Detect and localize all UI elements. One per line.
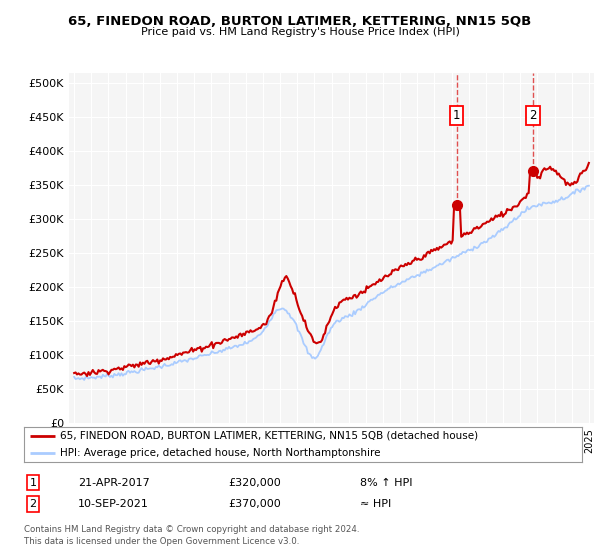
Text: Price paid vs. HM Land Registry's House Price Index (HPI): Price paid vs. HM Land Registry's House … xyxy=(140,27,460,38)
Text: £320,000: £320,000 xyxy=(228,478,281,488)
Text: This data is licensed under the Open Government Licence v3.0.: This data is licensed under the Open Gov… xyxy=(24,537,299,546)
Text: ≈ HPI: ≈ HPI xyxy=(360,499,391,509)
Text: 65, FINEDON ROAD, BURTON LATIMER, KETTERING, NN15 5QB (detached house): 65, FINEDON ROAD, BURTON LATIMER, KETTER… xyxy=(60,431,478,441)
Text: 21-APR-2017: 21-APR-2017 xyxy=(78,478,150,488)
Text: £370,000: £370,000 xyxy=(228,499,281,509)
Text: 2: 2 xyxy=(29,499,37,509)
Text: 65, FINEDON ROAD, BURTON LATIMER, KETTERING, NN15 5QB: 65, FINEDON ROAD, BURTON LATIMER, KETTER… xyxy=(68,15,532,28)
Text: 10-SEP-2021: 10-SEP-2021 xyxy=(78,499,149,509)
Text: 2: 2 xyxy=(529,109,537,122)
Text: HPI: Average price, detached house, North Northamptonshire: HPI: Average price, detached house, Nort… xyxy=(60,449,381,458)
Text: 1: 1 xyxy=(29,478,37,488)
Text: 1: 1 xyxy=(453,109,460,122)
Text: 8% ↑ HPI: 8% ↑ HPI xyxy=(360,478,413,488)
Text: Contains HM Land Registry data © Crown copyright and database right 2024.: Contains HM Land Registry data © Crown c… xyxy=(24,525,359,534)
